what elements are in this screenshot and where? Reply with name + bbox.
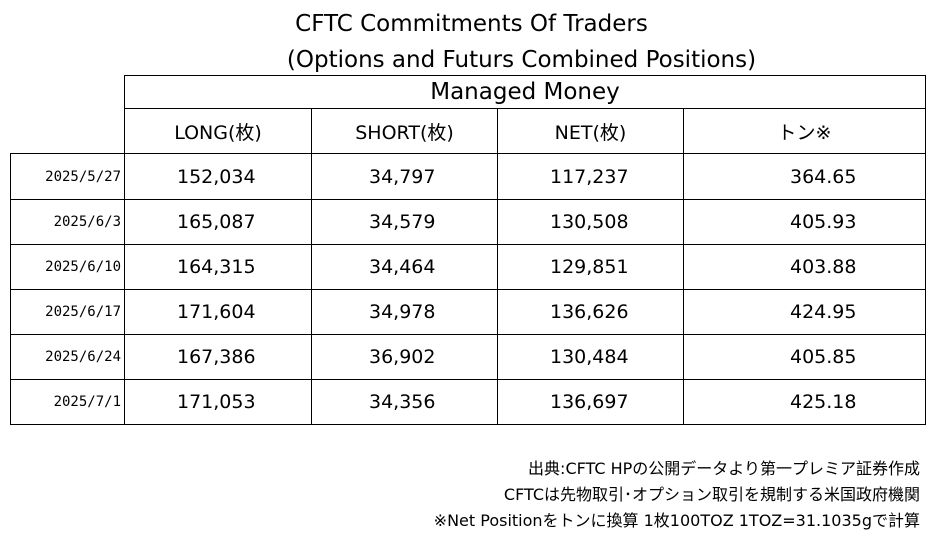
short-cell: 34,797 (311, 153, 498, 200)
net-cell: 129,851 (497, 244, 684, 290)
column-header-ton: トン※ (683, 108, 926, 154)
long-cell: 165,087 (124, 199, 312, 245)
column-header-long: LONG(枚) (124, 108, 312, 154)
short-cell: 34,579 (311, 199, 498, 245)
footnote-conversion: ※Net Positionをトンに換算 1枚100TOZ 1TOZ=31.103… (433, 511, 920, 530)
long-cell: 167,386 (124, 334, 312, 380)
ton-cell: 405.85 (683, 334, 926, 380)
net-cell: 130,508 (497, 199, 684, 245)
corner-cell (10, 75, 125, 154)
title-line-1: CFTC Commitments Of Traders (295, 11, 648, 37)
date-cell: 2025/6/24 (10, 334, 125, 380)
group-header-row: Managed Money (10, 75, 926, 154)
long-cell: 164,315 (124, 244, 312, 290)
date-cell: 2025/6/3 (10, 199, 125, 245)
cftc-table: Managed Money LONG(枚) SHORT(枚) NET(枚) トン… (10, 75, 926, 425)
table-row: 2025/6/3 165,087 34,579 130,508 405.93 (10, 199, 926, 245)
short-cell: 34,356 (311, 379, 498, 425)
footnote-source: 出典:CFTC HPの公開データより第一プレミア証券作成 (528, 459, 920, 478)
net-cell: 117,237 (497, 153, 684, 200)
long-cell: 171,053 (124, 379, 312, 425)
table-row: 2025/6/24 167,386 36,902 130,484 405.85 (10, 334, 926, 380)
date-cell: 2025/6/17 (10, 289, 125, 335)
column-header-short: SHORT(枚) (311, 108, 498, 154)
column-header-row: LONG(枚) SHORT(枚) NET(枚) トン※ (11, 108, 926, 154)
short-cell: 34,978 (311, 289, 498, 335)
table-row: 2025/6/17 171,604 34,978 136,626 424.95 (10, 289, 926, 335)
ton-cell: 405.93 (683, 199, 926, 245)
short-cell: 36,902 (311, 334, 498, 380)
table-row: 2025/6/10 164,315 34,464 129,851 403.88 (10, 244, 926, 290)
date-cell: 2025/5/27 (10, 153, 125, 200)
net-cell: 136,626 (497, 289, 684, 335)
net-cell: 136,697 (497, 379, 684, 425)
table-row: 2025/5/27 152,034 34,797 117,237 364.65 (10, 153, 926, 200)
date-cell: 2025/7/1 (10, 379, 125, 425)
table-row: 2025/7/1 171,053 34,356 136,697 425.18 (10, 379, 926, 425)
short-cell: 34,464 (311, 244, 498, 290)
ton-cell: 424.95 (683, 289, 926, 335)
group-header: Managed Money (124, 75, 926, 109)
title-line-2: (Options and Futurs Combined Positions) (286, 47, 757, 73)
ton-cell: 425.18 (683, 379, 926, 425)
long-cell: 152,034 (124, 153, 312, 200)
footnote-cftc: CFTCは先物取引･オプション取引を規制する米国政府機関 (503, 485, 920, 504)
long-cell: 171,604 (124, 289, 312, 335)
ton-cell: 403.88 (683, 244, 926, 290)
column-header-net: NET(枚) (497, 108, 684, 154)
footnotes: 出典:CFTC HPの公開データより第一プレミア証券作成 CFTCは先物取引･オ… (434, 456, 920, 534)
ton-cell: 364.65 (683, 153, 926, 200)
net-cell: 130,484 (497, 334, 684, 380)
date-cell: 2025/6/10 (10, 244, 125, 290)
